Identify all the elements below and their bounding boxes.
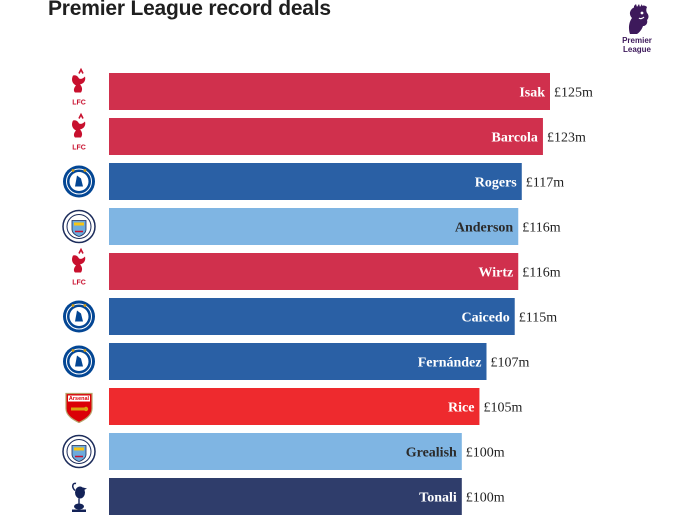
- arsenal-crest-icon: Arsenal: [65, 392, 93, 424]
- bar-player-label: Rogers: [475, 176, 518, 191]
- bar-value-label: £105m: [483, 401, 522, 416]
- bar-player-label: Fernández: [418, 356, 482, 371]
- chelsea-crest-icon: [63, 300, 95, 333]
- svg-text:LFC: LFC: [72, 145, 86, 152]
- bar-value-label: £116m: [522, 266, 560, 281]
- tottenham-cockerel-icon: [72, 482, 87, 512]
- bar: [109, 298, 515, 335]
- bar: [109, 343, 487, 380]
- bar-row: Tonali £100m: [72, 478, 505, 515]
- bar-player-label: Grealish: [406, 446, 457, 461]
- svg-text:LFC: LFC: [72, 100, 86, 107]
- premier-league-wordmark: Premier League: [622, 36, 652, 54]
- bar-player-label: Wirtz: [479, 266, 514, 281]
- bar-row: LFC Barcola £123m: [72, 112, 586, 155]
- bar-row: LFC Isak £125m: [72, 67, 593, 110]
- bar-row: Rogers £117m: [63, 163, 564, 200]
- bar: [109, 73, 550, 110]
- bar-row: LFC Wirtz £116m: [72, 247, 561, 290]
- bar-row: Arsenal Rice £105m: [65, 388, 522, 425]
- svg-text:LFC: LFC: [72, 280, 86, 287]
- bar-value-label: £116m: [522, 221, 560, 236]
- bar-value-label: £123m: [547, 131, 586, 146]
- premier-league-lion-icon: [628, 4, 649, 34]
- bar-value-label: £117m: [526, 176, 564, 191]
- bar-player-label: Rice: [448, 401, 474, 416]
- bar-player-label: Isak: [519, 86, 545, 101]
- bar-value-label: £115m: [519, 311, 557, 326]
- bar: [109, 208, 519, 245]
- chart-title: Premier League record deals: [48, 0, 331, 20]
- bar-value-label: £125m: [554, 86, 593, 101]
- bar-player-label: Caicedo: [462, 311, 510, 326]
- bar-row: Caicedo £115m: [63, 298, 557, 335]
- bar-value-label: £100m: [466, 446, 505, 461]
- manchester-city-crest-icon: [62, 209, 96, 244]
- bar: [109, 163, 522, 200]
- bar-player-label: Tonali: [419, 491, 457, 506]
- liverpool-liverbird-icon: LFC: [72, 67, 86, 107]
- chelsea-crest-icon: [63, 165, 95, 198]
- premier-league-logo: Premier League: [614, 4, 660, 56]
- chelsea-crest-icon: [63, 345, 95, 378]
- bar-row: Grealish £100m: [62, 433, 505, 470]
- bar-value-label: £100m: [466, 491, 505, 506]
- bar-row: Fernández £107m: [63, 343, 529, 380]
- bar: [109, 388, 480, 425]
- bar: [109, 433, 462, 470]
- bar-player-label: Barcola: [492, 131, 538, 146]
- bar-row: Anderson £116m: [62, 208, 561, 245]
- bar: [109, 478, 462, 515]
- svg-text:Arsenal: Arsenal: [69, 396, 90, 402]
- bar: [109, 253, 519, 290]
- manchester-city-crest-icon: [62, 434, 96, 469]
- bar-value-label: £107m: [490, 356, 529, 371]
- liverpool-liverbird-icon: LFC: [72, 247, 86, 287]
- bar: [109, 118, 543, 155]
- liverpool-liverbird-icon: LFC: [72, 112, 86, 152]
- bar-player-label: Anderson: [455, 221, 514, 236]
